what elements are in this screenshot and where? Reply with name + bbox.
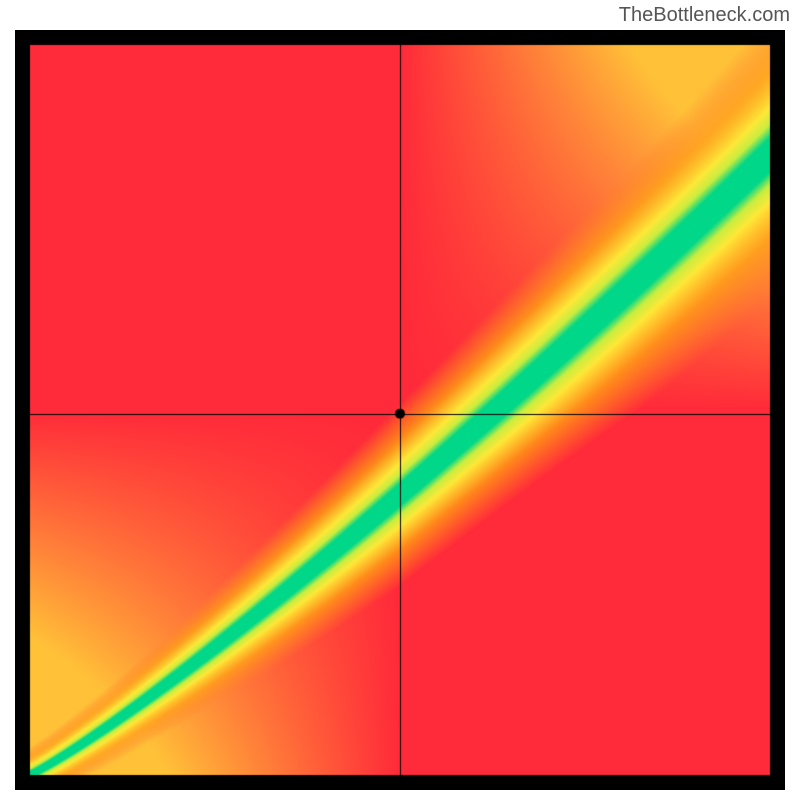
attribution-label: TheBottleneck.com (619, 4, 790, 27)
bottleneck-heatmap (15, 30, 785, 790)
chart-container: TheBottleneck.com (0, 0, 800, 800)
